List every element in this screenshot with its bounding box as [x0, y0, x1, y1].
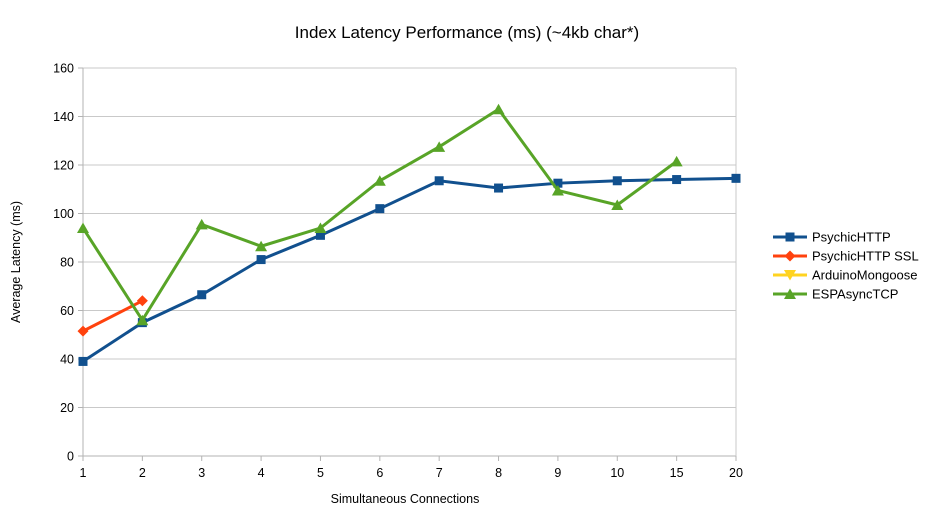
- data-point-marker: [197, 290, 207, 300]
- x-tick-label: 8: [495, 466, 502, 480]
- legend-item: PsychicHTTP: [773, 230, 891, 245]
- series-line-espasynctcp: [81, 107, 678, 324]
- x-axis-title: Simultaneous Connections: [331, 492, 480, 506]
- legend-item: PsychicHTTP SSL: [773, 249, 919, 264]
- data-point-marker: [670, 155, 683, 167]
- axes: 0 20 40 60 80 100 120 140 160 1 2 3 4 5 6 7 8 9 10 15 20: [53, 62, 743, 481]
- x-tick-label: 3: [198, 466, 205, 480]
- data-point-marker: [77, 325, 89, 337]
- y-tick-label: 40: [60, 353, 74, 367]
- x-tick-label: 7: [436, 466, 443, 480]
- legend-label: PsychicHTTP: [812, 230, 891, 245]
- x-tick-label: 20: [729, 466, 743, 480]
- y-tick-label: 120: [53, 159, 74, 173]
- data-point-marker: [77, 222, 89, 234]
- x-tick-label: 15: [670, 466, 684, 480]
- data-point-marker: [731, 173, 741, 183]
- data-point-marker: [255, 240, 268, 252]
- series-lines: [77, 103, 741, 366]
- y-tick-label: 0: [67, 450, 74, 464]
- y-tick-label: 60: [60, 304, 74, 318]
- gridlines: [83, 67, 736, 457]
- data-point-marker: [434, 176, 444, 186]
- legend-marker: [784, 270, 796, 281]
- data-point-marker: [314, 222, 327, 234]
- data-point-marker: [672, 175, 682, 185]
- chart-title: Index Latency Performance (ms) (~4kb cha…: [295, 23, 639, 42]
- y-tick-label: 160: [53, 62, 74, 76]
- legend-label: PsychicHTTP SSL: [812, 249, 919, 264]
- data-point-marker: [612, 176, 622, 186]
- data-point-marker: [315, 230, 325, 240]
- y-tick-label: 20: [60, 401, 74, 415]
- data-point-marker: [551, 184, 564, 196]
- legend-item: ArduinoMongoose: [773, 268, 918, 283]
- x-tick-label: 1: [80, 466, 87, 480]
- data-point-marker: [78, 356, 88, 366]
- y-tick-label: 140: [53, 110, 74, 124]
- data-point-marker: [494, 183, 504, 193]
- x-tick-label: 10: [610, 466, 624, 480]
- data-point-marker: [375, 204, 385, 214]
- x-tick-label: 4: [258, 466, 265, 480]
- legend-marker: [785, 232, 795, 242]
- legend-marker: [784, 288, 796, 299]
- data-point-marker: [553, 178, 563, 188]
- y-tick-label: 100: [53, 207, 74, 221]
- data-point-marker: [256, 255, 266, 265]
- data-point-marker: [136, 295, 148, 307]
- legend-item: ESPAsyncTCP: [773, 287, 898, 302]
- data-point-marker: [433, 141, 446, 152]
- x-tick-label: 5: [317, 466, 324, 480]
- data-point-marker: [611, 199, 624, 211]
- x-tick-label: 2: [139, 466, 146, 480]
- x-tick-label: 6: [376, 466, 383, 480]
- series-line-psychichttp: [82, 176, 737, 363]
- legend-label: ArduinoMongoose: [812, 268, 918, 283]
- legend-marker: [784, 250, 796, 262]
- data-point-marker: [136, 314, 149, 326]
- x-tick-label: 9: [554, 466, 561, 480]
- data-point-marker: [195, 218, 208, 230]
- legend-label: ESPAsyncTCP: [812, 287, 898, 302]
- data-point-marker: [492, 103, 505, 115]
- y-axis-title: Average Latency (ms): [9, 201, 23, 323]
- legend: PsychicHTTP PsychicHTTP SSL ArduinoMongoos…: [773, 230, 919, 302]
- y-tick-label: 80: [60, 256, 74, 270]
- data-point-marker: [373, 175, 386, 186]
